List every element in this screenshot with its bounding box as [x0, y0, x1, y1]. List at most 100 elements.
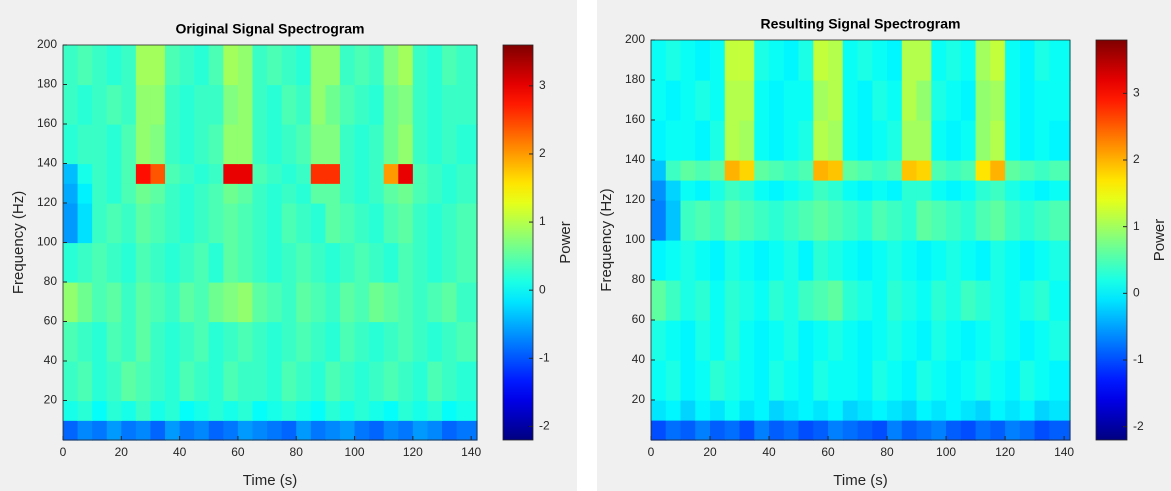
heatmap-cell: [975, 280, 991, 321]
heatmap-cell: [383, 321, 399, 362]
heatmap-cell: [398, 124, 414, 165]
heatmap-cell: [813, 40, 829, 81]
heatmap-cell: [325, 84, 341, 125]
heatmap-cell: [412, 124, 429, 165]
heatmap-cell: [456, 420, 478, 441]
heatmap-cell: [1049, 240, 1071, 281]
heatmap-cell: [165, 183, 181, 204]
heatmap-cell: [916, 240, 932, 281]
heatmap-cell: [106, 163, 122, 184]
heatmap-cell: [92, 282, 108, 323]
heatmap-cell: [77, 420, 93, 441]
colorbar-label: Power: [557, 221, 574, 264]
heatmap-cell: [1019, 180, 1036, 201]
heatmap-cell: [872, 180, 888, 201]
heatmap-cell: [960, 360, 977, 401]
heatmap-cell: [901, 360, 918, 401]
heatmap-cell: [1034, 320, 1050, 361]
heatmap-cell: [975, 40, 991, 81]
heatmap-cell: [901, 240, 918, 281]
x-tick-label: 80: [290, 445, 304, 459]
heatmap-cell: [121, 400, 137, 421]
heatmap-cell: [398, 400, 414, 421]
heatmap-cell: [121, 183, 137, 204]
heatmap-cell: [651, 240, 667, 281]
heatmap-cell: [179, 163, 195, 184]
heatmap-cell: [680, 160, 696, 181]
heatmap-cell: [783, 200, 800, 241]
x-tick-label: 120: [403, 445, 423, 459]
colorbar-tick-label: -1: [539, 350, 550, 364]
heatmap-cell: [92, 420, 108, 441]
heatmap-cell: [427, 242, 443, 283]
heatmap-cell: [724, 200, 741, 241]
heatmap-cell: [857, 40, 873, 81]
heatmap-cell: [77, 400, 93, 421]
heatmap-cell: [842, 180, 859, 201]
heatmap-cell: [369, 183, 385, 204]
heatmap-cell: [208, 124, 224, 165]
heatmap-cell: [456, 163, 478, 184]
y-tick-label: 80: [44, 274, 58, 288]
heatmap-cell: [1034, 200, 1050, 241]
heatmap-cell: [325, 45, 341, 86]
heatmap-cell: [354, 163, 370, 184]
heatmap-cell: [354, 321, 370, 362]
heatmap-cell: [857, 240, 873, 281]
heatmap-cell: [77, 282, 93, 323]
heatmap-cell: [325, 203, 341, 244]
heatmap-cell: [165, 420, 181, 441]
heatmap-cell: [828, 80, 844, 121]
heatmap-cell: [165, 124, 181, 165]
heatmap-cell: [916, 400, 932, 421]
heatmap-cell: [990, 200, 1006, 241]
heatmap-cell: [901, 120, 918, 161]
heatmap-cell: [798, 120, 814, 161]
colorbar-tick-label: 2: [539, 146, 546, 160]
heatmap-cell: [121, 203, 137, 244]
heatmap-cell: [296, 420, 312, 441]
heatmap-cell: [398, 45, 414, 86]
heatmap-cell: [842, 80, 859, 121]
heatmap-cell: [92, 203, 108, 244]
heatmap-cell: [296, 163, 312, 184]
heatmap-cell: [150, 45, 166, 86]
heatmap-cell: [813, 360, 829, 401]
heatmap-cell: [754, 120, 770, 161]
y-tick-label: 140: [37, 156, 57, 170]
heatmap-cell: [267, 45, 283, 86]
heatmap-cell: [223, 321, 239, 362]
heatmap-cell: [121, 124, 137, 165]
heatmap-cell: [383, 84, 399, 125]
heatmap-cell: [208, 84, 224, 125]
heatmap-cell: [680, 80, 696, 121]
heatmap-cell: [325, 400, 341, 421]
x-tick-label: 100: [936, 445, 956, 459]
heatmap-cell: [813, 320, 829, 361]
heatmap-cell: [680, 200, 696, 241]
heatmap-cell: [1034, 80, 1050, 121]
heatmap-cell: [165, 282, 181, 323]
heatmap-cell: [398, 361, 414, 402]
heatmap-cell: [975, 420, 991, 441]
heatmap-cell: [798, 180, 814, 201]
heatmap-cell: [398, 183, 414, 204]
heatmap-cell: [783, 40, 800, 81]
heatmap-cell: [310, 400, 326, 421]
heatmap-cell: [369, 203, 385, 244]
heatmap-cell: [339, 84, 356, 125]
heatmap-cell: [63, 361, 79, 402]
heatmap-cell: [456, 84, 478, 125]
heatmap-cell: [121, 84, 137, 125]
heatmap-cell: [769, 80, 785, 121]
heatmap-cell: [412, 282, 429, 323]
heatmap-cell: [828, 360, 844, 401]
heatmap-cell: [651, 320, 667, 361]
heatmap-cell: [281, 163, 297, 184]
heatmap-cell: [1019, 120, 1036, 161]
heatmap-cell: [931, 40, 947, 81]
heatmap-cell: [339, 361, 356, 402]
y-tick-label: 40: [44, 353, 58, 367]
heatmap-cell: [1034, 240, 1050, 281]
heatmap-cell: [456, 124, 478, 165]
